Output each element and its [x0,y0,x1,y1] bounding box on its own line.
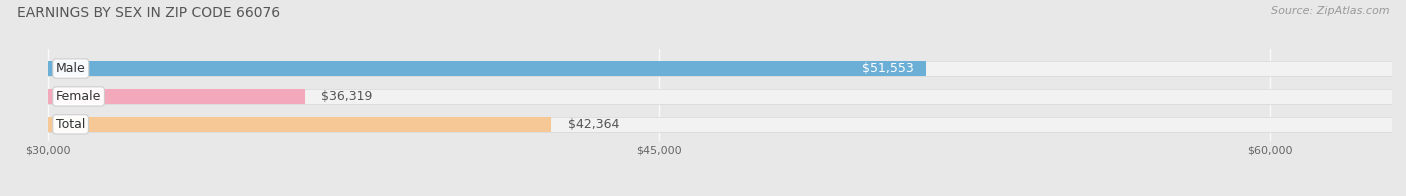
Text: $36,319: $36,319 [322,90,373,103]
Text: Female: Female [56,90,101,103]
Bar [48,117,1392,132]
Text: $51,553: $51,553 [862,62,914,75]
Bar [48,89,305,104]
Bar [48,61,1392,76]
Bar [48,61,1392,76]
Text: Total: Total [56,118,86,131]
Bar [48,89,1392,104]
Text: Male: Male [56,62,86,75]
Bar [48,61,925,76]
Text: $42,364: $42,364 [568,118,619,131]
Bar [48,117,551,132]
Bar [48,117,1392,132]
Bar [48,89,1392,104]
Text: Source: ZipAtlas.com: Source: ZipAtlas.com [1271,6,1389,16]
Text: EARNINGS BY SEX IN ZIP CODE 66076: EARNINGS BY SEX IN ZIP CODE 66076 [17,6,280,20]
